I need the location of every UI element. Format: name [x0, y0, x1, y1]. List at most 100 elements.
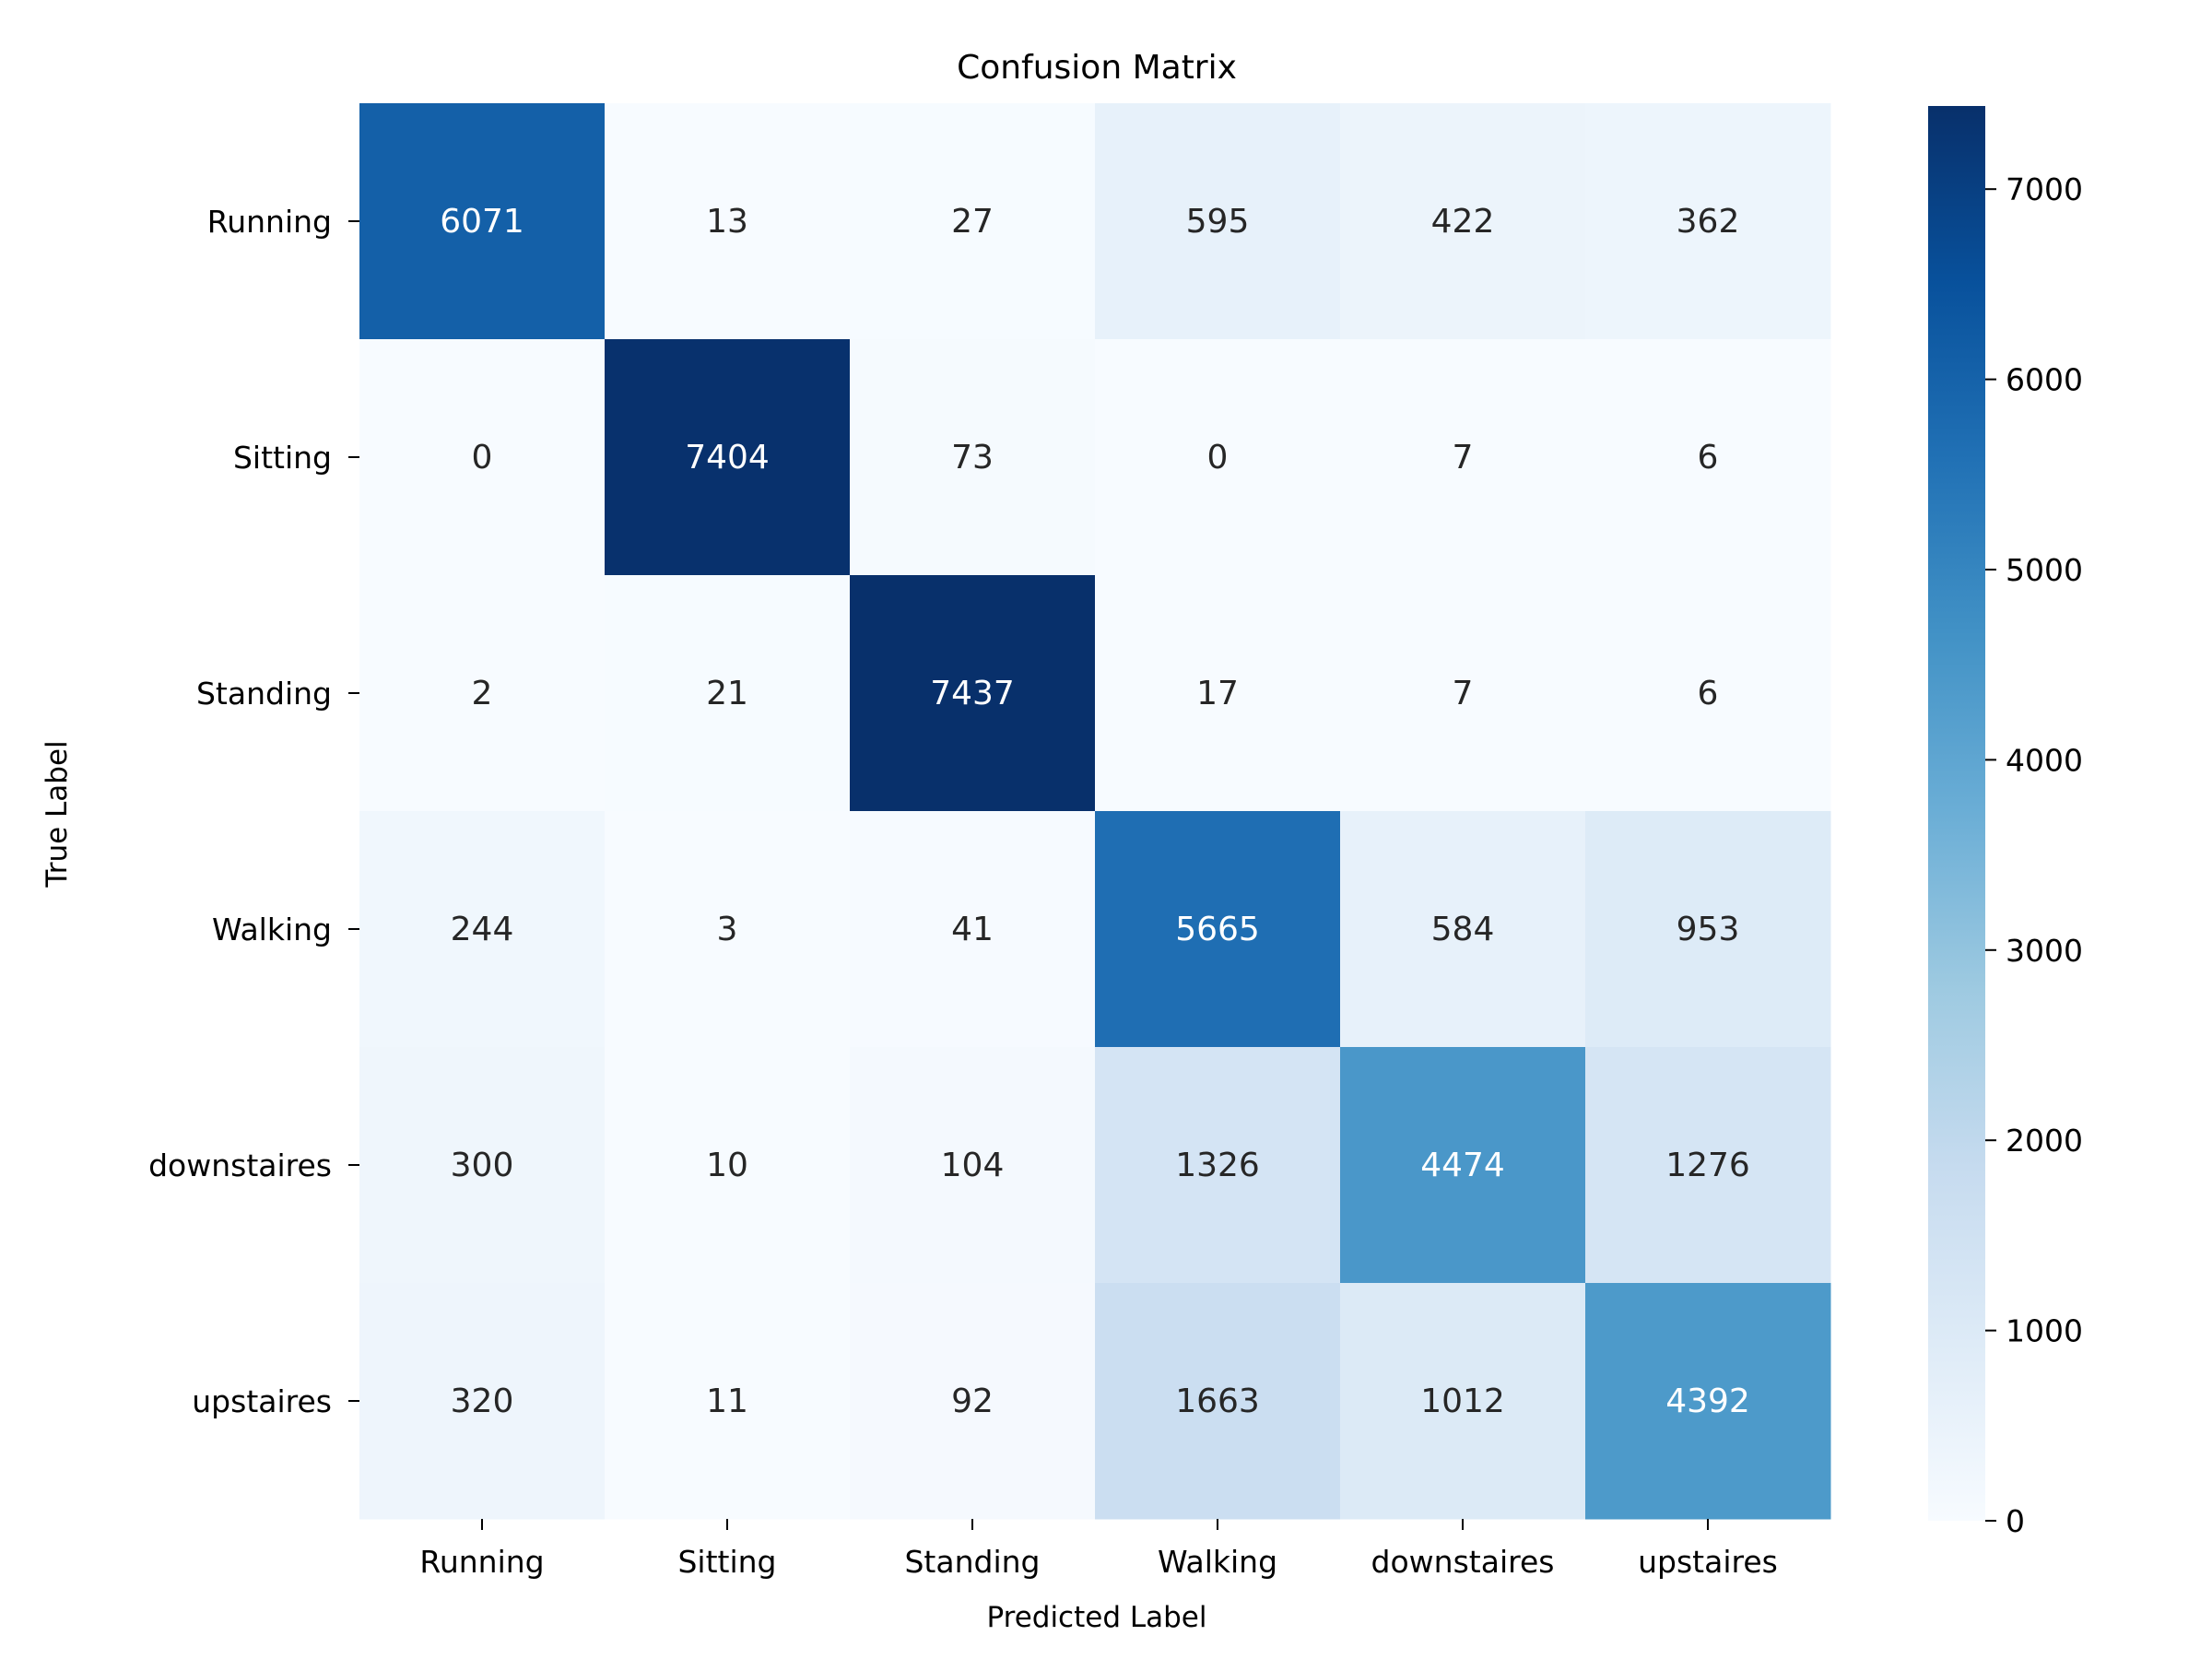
cell-value-label: 13 — [706, 203, 748, 241]
cell-value-label: 41 — [951, 911, 994, 948]
heatmap-cell — [605, 575, 851, 812]
heatmap-cell — [359, 103, 606, 340]
y-tick-label: downstaires — [148, 1147, 332, 1183]
cell-value-label: 422 — [1431, 203, 1495, 241]
heatmap-cell — [1095, 339, 1341, 576]
cell-value-label: 6071 — [440, 203, 524, 241]
cell-value-label: 244 — [451, 911, 514, 948]
cell-value-label: 595 — [1186, 203, 1250, 241]
colorbar-tick-label: 3000 — [2006, 933, 2083, 969]
heatmap-cell — [1095, 103, 1341, 340]
cell-value-label: 7 — [1453, 675, 1474, 712]
cell-value-label: 7 — [1453, 439, 1474, 477]
cell-value-label: 1012 — [1420, 1382, 1505, 1420]
cell-value-label: 92 — [951, 1382, 994, 1420]
cell-value-label: 4474 — [1420, 1147, 1505, 1184]
x-tick-label: Sitting — [677, 1544, 776, 1580]
heatmap-cell — [605, 103, 851, 340]
heatmap-cell — [359, 339, 606, 576]
y-axis-label: True Label — [41, 740, 74, 888]
cell-value-label: 5665 — [1175, 911, 1260, 948]
heatmap-cell — [1585, 339, 1831, 576]
y-tick-label: Walking — [212, 912, 332, 947]
cell-value-label: 300 — [451, 1147, 514, 1184]
colorbar-tick-label: 0 — [2006, 1503, 2025, 1539]
cell-value-label: 0 — [1207, 439, 1229, 477]
heatmap-cell — [850, 811, 1096, 1048]
y-tick-label: Sitting — [233, 440, 332, 476]
colorbar — [1928, 106, 1985, 1521]
cell-value-label: 7404 — [685, 439, 770, 477]
x-tick-label: Standing — [904, 1544, 1040, 1580]
heatmap-cell — [359, 1283, 606, 1520]
heatmap-cell — [1095, 811, 1341, 1048]
cell-value-label: 1326 — [1175, 1147, 1260, 1184]
heatmap-cell — [605, 1047, 851, 1284]
cell-value-label: 27 — [951, 203, 994, 241]
heatmap-cell — [359, 1047, 606, 1284]
heatmap-cell — [1340, 575, 1586, 812]
y-tick-label: Running — [207, 204, 332, 240]
heatmap-cell — [1585, 1047, 1831, 1284]
heatmap-cell — [359, 575, 606, 812]
x-tick-label: downstaires — [1371, 1544, 1555, 1580]
cell-value-label: 1663 — [1175, 1382, 1260, 1420]
x-axis-label: Predicted Label — [986, 1601, 1206, 1634]
colorbar-tick-label: 7000 — [2006, 171, 2083, 207]
x-tick-label: Running — [419, 1544, 544, 1580]
heatmap-cell — [1340, 339, 1586, 576]
x-tick-label: Walking — [1158, 1544, 1277, 1580]
cell-value-label: 320 — [451, 1382, 514, 1420]
colorbar-tick-label: 1000 — [2006, 1313, 2083, 1349]
heatmap-cell — [850, 339, 1096, 576]
cell-value-label: 10 — [706, 1147, 748, 1184]
heatmap-cell-labels: 6071 13 27 595 422 362 0 7404 73 0 7 6 2 21 7437 17 7 6 24… — [440, 203, 1750, 1420]
heatmap-cell — [850, 1283, 1096, 1520]
cell-value-label: 104 — [941, 1147, 1005, 1184]
cell-value-label: 584 — [1431, 911, 1495, 948]
heatmap-cell — [605, 1283, 851, 1520]
cell-value-label: 362 — [1677, 203, 1740, 241]
y-tick-label: upstaires — [192, 1383, 332, 1419]
cell-value-label: 17 — [1196, 675, 1239, 712]
colorbar-tick-label: 5000 — [2006, 552, 2083, 588]
cell-value-label: 1276 — [1665, 1147, 1750, 1184]
heatmap-cells — [359, 103, 1831, 1520]
cell-value-label: 0 — [472, 439, 493, 477]
heatmap-cell — [1585, 575, 1831, 812]
heatmap-cell — [1340, 103, 1586, 340]
colorbar-tick-label: 6000 — [2006, 362, 2083, 398]
x-axis: Running Sitting Standing Walking downstaires… — [419, 1519, 1778, 1580]
y-tick-label: Standing — [196, 676, 332, 712]
colorbar-tick-label: 4000 — [2006, 742, 2083, 778]
cell-value-label: 6 — [1698, 675, 1719, 712]
cell-value-label: 4392 — [1665, 1382, 1750, 1420]
heatmap-cell — [359, 811, 606, 1048]
cell-value-label: 2 — [472, 675, 493, 712]
colorbar-tick-label: 2000 — [2006, 1123, 2083, 1159]
heatmap-cell — [1585, 811, 1831, 1048]
chart-title: Confusion Matrix — [957, 49, 1237, 87]
heatmap-cell — [1095, 1047, 1341, 1284]
cell-value-label: 21 — [706, 675, 748, 712]
heatmap-cell — [1340, 811, 1586, 1048]
heatmap-cell — [1340, 1047, 1586, 1284]
heatmap-cell — [605, 339, 851, 576]
cell-value-label: 3 — [717, 911, 738, 948]
heatmap-cell — [850, 1047, 1096, 1284]
cell-value-label: 7437 — [930, 675, 1015, 712]
cell-value-label: 6 — [1698, 439, 1719, 477]
heatmap-cell — [1095, 575, 1341, 812]
heatmap-cell — [850, 103, 1096, 340]
cell-value-label: 11 — [706, 1382, 748, 1420]
cell-value-label: 953 — [1677, 911, 1740, 948]
heatmap-cell — [605, 811, 851, 1048]
cell-value-label: 73 — [951, 439, 994, 477]
heatmap-cell — [1095, 1283, 1341, 1520]
colorbar-ticks: 0 1000 2000 3000 4000 5000 6000 7000 — [1985, 171, 2083, 1539]
heatmap-cell — [1585, 103, 1831, 340]
heatmap-cell — [1585, 1283, 1831, 1520]
x-tick-label: upstaires — [1638, 1544, 1778, 1580]
y-axis: Running Sitting Standing Walking downstaires… — [148, 204, 359, 1419]
